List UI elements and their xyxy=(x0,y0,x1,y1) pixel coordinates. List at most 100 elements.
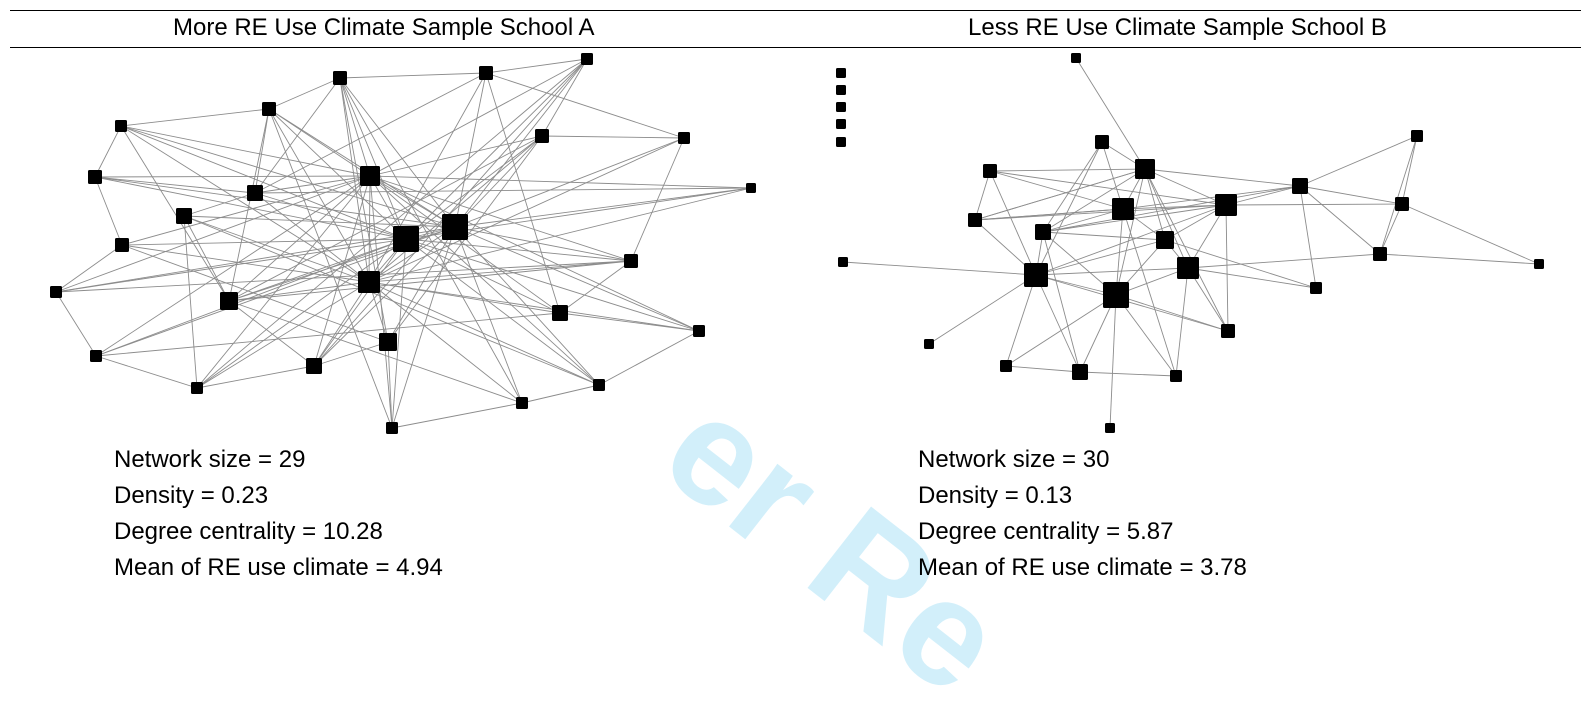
school-b-edge xyxy=(1115,294,1177,377)
school-b-edge xyxy=(1109,294,1117,429)
school-b-node xyxy=(1170,370,1182,382)
school-b-edge xyxy=(1225,185,1301,206)
school-a-edge xyxy=(454,226,600,386)
school-b-edge xyxy=(1187,267,1317,289)
school-a-edge xyxy=(228,260,632,302)
school-a-edge xyxy=(485,58,588,74)
school-b-node xyxy=(836,68,846,78)
school-a-edge xyxy=(339,77,456,228)
school-b-edge xyxy=(1225,203,1403,206)
mean-climate-stat: Mean of RE use climate = 3.78 xyxy=(918,554,1247,581)
school-a-edge xyxy=(94,176,256,194)
school-a-node xyxy=(115,120,127,132)
school-a-edge xyxy=(55,244,123,293)
school-b-edge xyxy=(1122,185,1301,210)
school-a-edge xyxy=(454,135,543,228)
school-a-node xyxy=(247,185,263,201)
school-a-edge xyxy=(313,281,370,367)
school-b-node xyxy=(1373,247,1387,261)
school-a-edge xyxy=(55,175,371,293)
school-b-edge xyxy=(1379,203,1403,255)
school-b-edge xyxy=(1144,168,1229,332)
school-a-edge xyxy=(559,312,700,332)
school-b-edge xyxy=(1042,185,1301,233)
school-b-node xyxy=(1072,364,1088,380)
school-a-edge xyxy=(368,187,752,283)
school-a-edge xyxy=(268,108,393,429)
panel-a-title: More RE Use Climate Sample School A xyxy=(173,14,595,41)
school-b-edge xyxy=(1042,141,1103,233)
school-b-node xyxy=(838,257,848,267)
school-a-edge xyxy=(120,125,407,240)
school-a-edge xyxy=(368,175,371,283)
school-a-node xyxy=(535,129,549,143)
school-b-node xyxy=(1156,231,1174,249)
school-a-node xyxy=(386,422,398,434)
school-a-edge xyxy=(369,175,600,386)
school-a-edge xyxy=(454,226,632,262)
school-a-edge xyxy=(454,226,523,404)
school-a-edge xyxy=(254,187,752,194)
school-a-edge xyxy=(313,226,456,367)
school-a-edge xyxy=(55,238,407,293)
school-a-edge xyxy=(228,300,523,404)
school-b-edge xyxy=(974,168,1146,221)
school-a-edge xyxy=(183,215,198,389)
school-b-node xyxy=(968,213,982,227)
top-rule xyxy=(10,10,1581,11)
degree-centrality-stat: Degree centrality = 10.28 xyxy=(114,518,383,545)
school-b-edge xyxy=(1035,141,1103,276)
header-rule xyxy=(10,47,1581,48)
school-a-edge xyxy=(121,175,371,246)
school-b-node xyxy=(1024,263,1048,287)
school-b-edge xyxy=(1005,294,1117,367)
school-b-edge xyxy=(1035,267,1189,276)
density-stat: Density = 0.13 xyxy=(918,482,1073,509)
school-a-node xyxy=(552,305,568,321)
school-b-node xyxy=(1071,53,1081,63)
school-a-edge xyxy=(339,77,389,343)
school-b-edge xyxy=(1042,204,1227,233)
school-b-edge xyxy=(974,208,1124,221)
school-b-edge xyxy=(1144,168,1227,206)
school-b-edge xyxy=(1379,253,1540,265)
school-a-node xyxy=(360,166,380,186)
school-a-edge xyxy=(120,125,370,283)
school-a-edge xyxy=(559,260,632,314)
school-a-edge xyxy=(454,58,588,228)
school-b-edge xyxy=(974,170,991,221)
school-b-node xyxy=(1310,282,1322,294)
school-a-edge xyxy=(391,402,523,429)
school-b-node xyxy=(836,137,846,147)
school-a-node xyxy=(479,66,493,80)
school-a-edge xyxy=(391,226,456,429)
school-a-edge xyxy=(387,226,456,343)
school-a-edge xyxy=(228,281,370,302)
school-b-edge xyxy=(842,261,1037,276)
school-a-edge xyxy=(405,238,700,332)
school-a-node xyxy=(442,214,468,240)
school-a-edge xyxy=(368,281,700,332)
school-a-edge xyxy=(183,215,230,302)
school-b-node xyxy=(1395,197,1409,211)
school-a-node xyxy=(306,358,322,374)
school-a-edge xyxy=(268,108,407,240)
school-b-node xyxy=(836,119,846,129)
school-a-edge xyxy=(405,238,600,386)
school-a-edge xyxy=(95,238,407,357)
school-a-edge xyxy=(268,108,371,177)
degree-centrality-stat: Degree centrality = 5.87 xyxy=(918,518,1174,545)
school-a-edge xyxy=(120,125,456,228)
school-a-edge xyxy=(254,108,270,194)
school-b-node xyxy=(1292,178,1308,194)
school-b-edge xyxy=(989,170,1227,206)
school-a-edge xyxy=(196,238,407,389)
network-size-stat: Network size = 29 xyxy=(114,446,306,473)
school-a-node xyxy=(191,382,203,394)
school-a-edge xyxy=(369,175,456,228)
school-a-edge xyxy=(183,215,600,386)
mean-climate-stat: Mean of RE use climate = 4.94 xyxy=(114,554,443,581)
school-b-edge xyxy=(1079,371,1177,377)
school-a-edge xyxy=(254,175,371,194)
school-b-node xyxy=(1112,198,1134,220)
